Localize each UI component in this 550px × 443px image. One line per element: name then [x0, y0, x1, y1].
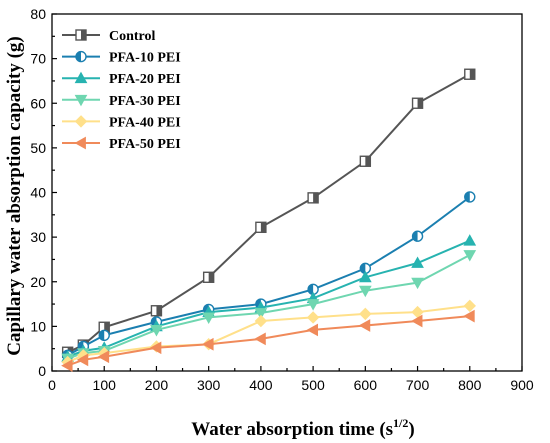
data-point: [411, 277, 424, 290]
y-tick-label: 40: [30, 185, 46, 201]
data-point: [97, 350, 110, 364]
x-tick-label: 800: [458, 377, 482, 393]
legend-marker: [75, 50, 87, 63]
data-point: [202, 271, 215, 283]
legend-item: PFA-10 PEI: [62, 51, 181, 66]
series-line: [67, 73, 471, 354]
x-tick-label: 400: [249, 377, 273, 393]
data-point: [202, 337, 214, 351]
data-point: [359, 307, 372, 321]
y-tick-label: 20: [30, 274, 46, 290]
data-point: [358, 285, 372, 298]
legend-label: PFA-20 PEI: [109, 72, 181, 87]
legend-item: PFA-50 PEI: [62, 136, 181, 152]
series-line: [67, 254, 471, 360]
legend-item: PFA-30 PEI: [62, 94, 181, 109]
data-point: [359, 262, 372, 275]
x-axis-title-suffix: ): [408, 419, 414, 440]
y-tick-label: 70: [30, 51, 46, 67]
y-tick-label: 0: [38, 363, 46, 379]
legend-label: Control: [109, 29, 156, 44]
y-tick-label: 80: [30, 6, 46, 22]
legend: Control PFA-10 PEI PFA-20 PEI PFA-30 PEI PFA…: [62, 29, 181, 152]
data-point: [76, 353, 89, 367]
data-point: [98, 329, 110, 341]
series-line: [67, 196, 471, 357]
data-point: [150, 305, 163, 317]
x-axis-title-superscript: 1/2: [393, 416, 408, 430]
data-point: [411, 314, 423, 328]
x-tick-label: 900: [510, 377, 534, 393]
legend-label: PFA-50 PEI: [109, 137, 181, 152]
x-tick-label: 300: [197, 377, 221, 393]
series-line: [67, 315, 470, 367]
y-axis-title: Capillary water absorption capacity (g): [4, 36, 25, 355]
series-line: [67, 304, 470, 364]
data-point: [307, 192, 319, 204]
legend-label: PFA-30 PEI: [109, 94, 181, 109]
legend-label: PFA-40 PEI: [109, 115, 181, 130]
x-tick-label: 100: [93, 377, 117, 393]
data-point: [463, 250, 477, 262]
data-point: [306, 323, 319, 337]
data-point: [149, 341, 162, 355]
data-point: [463, 234, 477, 246]
data-point: [202, 312, 216, 324]
data-point: [358, 319, 371, 332]
legend-marker: [74, 71, 88, 84]
legend-marker: [75, 29, 87, 41]
axes-layer: 0 100 200 300 400 500 600 700 800 900 0 10 20 30 40 50 6…: [30, 6, 533, 393]
x-axis-title-main: Water absorption time (s: [191, 419, 393, 440]
data-point: [464, 191, 476, 203]
y-tick-label: 10: [30, 318, 46, 334]
data-point: [411, 97, 424, 109]
data-point: [358, 270, 372, 283]
data-point: [306, 311, 320, 324]
series-pfa-10-pei: [61, 191, 476, 362]
legend-item: PFA-20 PEI: [62, 71, 181, 87]
legend-label: PFA-10 PEI: [109, 51, 181, 66]
y-tick-label: 60: [30, 95, 46, 111]
data-point: [306, 299, 320, 311]
y-tick-label: 30: [30, 229, 46, 245]
legend-marker: [74, 94, 88, 107]
x-tick-label: 500: [301, 377, 325, 393]
data-point: [150, 325, 163, 337]
data-point: [61, 359, 73, 372]
x-axis-title: Water absorption time (s1/2): [191, 416, 414, 440]
data-point: [411, 256, 424, 268]
data-point: [411, 230, 424, 242]
data-point: [254, 308, 268, 320]
legend-marker: [74, 136, 86, 150]
data-point: [464, 68, 476, 80]
data-point: [254, 332, 266, 346]
legend-item: Control: [62, 29, 156, 44]
series-line: [67, 239, 471, 358]
series-layer: [61, 68, 477, 372]
data-point: [463, 309, 475, 323]
x-tick-label: 600: [354, 377, 378, 393]
legend-marker: [74, 115, 88, 128]
series-pfa-30-pei: [61, 250, 477, 366]
series-pfa-50-pei: [61, 309, 475, 372]
legend-item: PFA-40 PEI: [62, 115, 181, 130]
y-tick-label: 50: [30, 140, 46, 156]
data-point: [254, 314, 268, 328]
x-tick-label: 700: [406, 377, 430, 393]
data-point: [359, 155, 372, 167]
x-tick-label: 200: [145, 377, 169, 393]
data-point: [463, 299, 476, 313]
data-point: [255, 221, 267, 234]
series-control: [61, 68, 476, 358]
series-pfa-40-pei: [61, 299, 476, 369]
x-tick-label: 0: [48, 377, 56, 393]
